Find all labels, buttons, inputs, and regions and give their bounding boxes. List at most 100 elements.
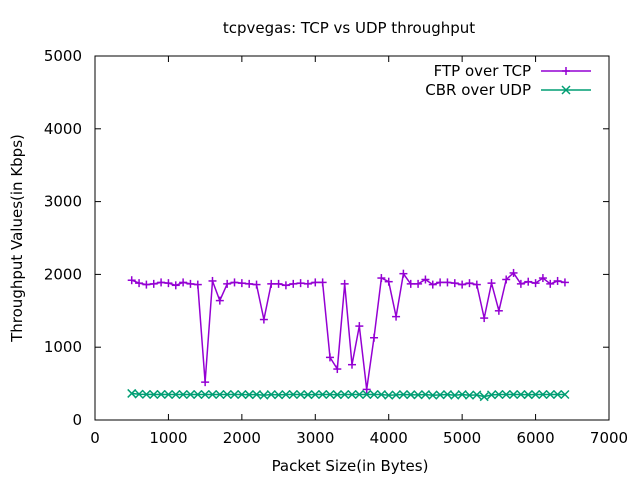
marker-stroke — [560, 389, 570, 400]
data-point — [516, 279, 525, 288]
data-point — [127, 276, 136, 285]
data-point — [428, 280, 437, 289]
marker-stroke — [501, 389, 511, 400]
data-point — [414, 279, 423, 288]
marker-stroke — [531, 389, 541, 400]
data-point — [274, 279, 283, 288]
marker-stroke — [464, 390, 475, 400]
data-point — [370, 333, 379, 342]
data-point — [472, 280, 481, 289]
data-point — [325, 353, 334, 362]
marker-stroke — [244, 390, 254, 400]
marker-stroke — [222, 389, 232, 400]
data-point — [296, 389, 306, 400]
series-layer — [127, 268, 570, 402]
data-point — [524, 277, 533, 286]
data-point — [392, 312, 401, 321]
data-point — [494, 306, 503, 315]
data-point — [274, 390, 284, 400]
data-point — [149, 389, 159, 400]
data-point — [420, 389, 430, 400]
data-point — [296, 279, 305, 288]
series-cbr-over-udp — [127, 388, 570, 402]
marker-stroke — [376, 389, 386, 400]
marker-stroke — [362, 389, 372, 400]
series-line — [131, 392, 565, 398]
marker-stroke — [215, 389, 225, 400]
data-point — [259, 315, 268, 324]
marker-stroke — [420, 389, 430, 400]
marker-stroke — [185, 389, 195, 400]
y-tick-label: 0 — [72, 411, 82, 429]
marker-stroke — [178, 389, 188, 400]
data-point — [185, 389, 195, 400]
data-point — [259, 390, 269, 400]
data-point — [229, 389, 240, 400]
data-point — [164, 279, 173, 288]
y-tick-label: 2000 — [44, 265, 82, 283]
data-point — [457, 389, 467, 400]
data-point — [376, 389, 386, 400]
data-point — [318, 278, 327, 287]
data-point — [480, 314, 489, 323]
marker-stroke — [545, 389, 555, 400]
data-point — [252, 280, 261, 289]
marker-stroke — [274, 390, 284, 400]
data-point — [288, 389, 298, 400]
marker-stroke — [516, 389, 526, 400]
data-point — [237, 389, 247, 400]
data-point — [487, 279, 496, 288]
data-point — [501, 389, 511, 400]
data-point — [362, 385, 371, 394]
marker-stroke — [391, 390, 401, 400]
series-line — [131, 272, 566, 391]
data-point — [149, 279, 158, 288]
legend-item: FTP over TCP — [434, 62, 591, 80]
marker-stroke — [442, 389, 452, 400]
marker-stroke — [296, 389, 306, 400]
marker-stroke — [457, 389, 467, 400]
data-point — [421, 275, 430, 284]
data-point — [450, 390, 460, 400]
data-point — [252, 389, 262, 400]
data-point — [178, 389, 188, 400]
data-point — [266, 389, 276, 400]
marker-stroke — [127, 388, 137, 398]
marker-stroke — [509, 389, 519, 400]
marker-stroke — [435, 390, 445, 400]
data-point — [545, 389, 555, 400]
data-point — [435, 390, 445, 400]
axis-ticks: 0 1000 2000 3000 4000 5000 6000 7000 0 1000 2000 30… — [44, 47, 628, 447]
data-point — [207, 389, 218, 400]
data-point — [516, 389, 526, 400]
data-point — [553, 389, 563, 400]
marker-stroke — [237, 389, 247, 400]
data-point — [289, 279, 298, 288]
y-tick-label: 3000 — [44, 193, 82, 211]
marker-stroke — [288, 389, 298, 400]
x-tick-label: 7000 — [590, 429, 628, 447]
data-point — [186, 279, 195, 288]
marker-stroke — [347, 389, 357, 400]
data-point — [311, 278, 320, 287]
data-point — [479, 392, 489, 402]
data-point — [538, 274, 547, 283]
marker-stroke — [149, 389, 159, 400]
data-point — [442, 389, 452, 400]
data-point — [325, 389, 335, 400]
plot-border — [94, 55, 610, 421]
data-point — [340, 279, 349, 288]
data-point — [369, 389, 379, 400]
chart-title: tcpvegas: TCP vs UDP throughput — [223, 19, 475, 37]
data-point — [538, 389, 548, 400]
data-point — [354, 389, 364, 400]
data-point — [436, 278, 445, 287]
data-point — [332, 390, 342, 400]
data-point — [509, 389, 519, 400]
data-point — [502, 275, 511, 284]
marker-stroke — [479, 392, 489, 402]
marker-stroke — [266, 389, 276, 400]
legend-marker — [561, 85, 571, 95]
data-point — [318, 389, 328, 400]
